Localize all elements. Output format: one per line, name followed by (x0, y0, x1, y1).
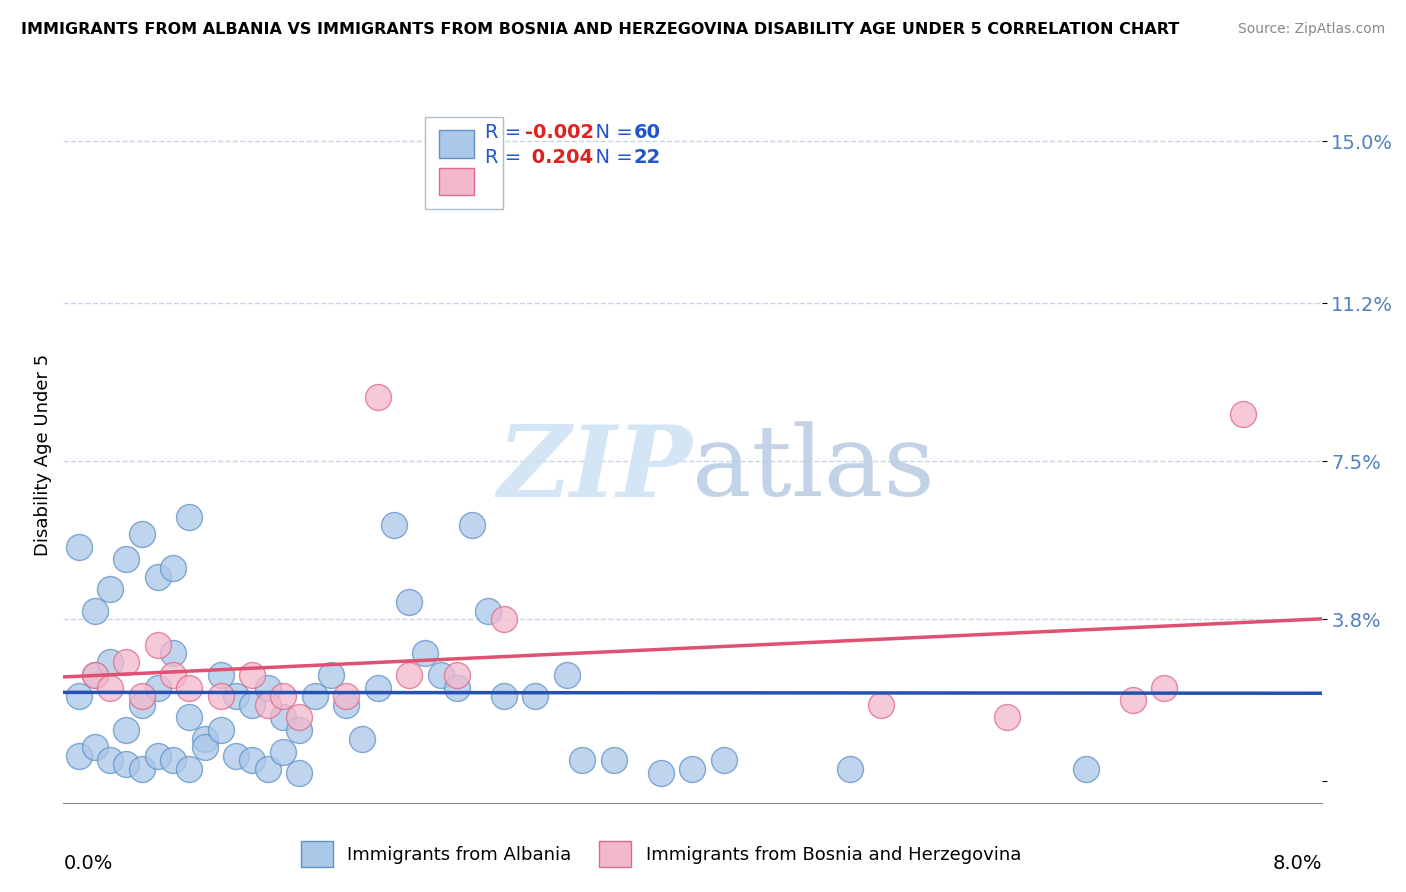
Point (179, 681, 201, 695)
Text: 60: 60 (633, 122, 661, 142)
Point (446, 667, 468, 681)
Point (131, 527, 153, 541)
Point (115, 757, 138, 772)
Point (256, 681, 278, 695)
Point (492, 612, 515, 626)
Text: 0.0%: 0.0% (63, 854, 112, 873)
Point (131, 762, 153, 776)
Point (115, 655, 138, 669)
Text: Source: ZipAtlas.com: Source: ZipAtlas.com (1237, 22, 1385, 37)
Point (131, 689, 153, 703)
Text: atlas: atlas (693, 421, 935, 516)
Y-axis label: Disability Age Under 5: Disability Age Under 5 (34, 354, 52, 556)
Text: 0.204: 0.204 (524, 148, 593, 167)
Text: 22: 22 (633, 148, 661, 167)
Point (100, 655, 122, 669)
Point (67, 540, 90, 554)
Point (461, 518, 484, 533)
Point (162, 561, 184, 575)
Point (273, 745, 295, 759)
Point (288, 710, 311, 724)
Point (446, 681, 468, 695)
Point (240, 667, 263, 681)
Text: 8.0%: 8.0% (1272, 854, 1322, 873)
Point (477, 604, 499, 618)
Point (352, 731, 374, 746)
Point (146, 748, 169, 763)
Point (288, 723, 311, 738)
Point (382, 518, 405, 533)
Point (115, 552, 138, 566)
Point (335, 698, 357, 712)
Point (838, 762, 860, 776)
Text: N =: N = (583, 148, 638, 167)
Point (335, 689, 357, 703)
Point (995, 710, 1018, 724)
Point (367, 681, 389, 695)
Point (162, 667, 184, 681)
Text: R =: R = (485, 148, 527, 167)
Point (209, 667, 232, 681)
Point (179, 509, 201, 524)
Point (162, 647, 184, 661)
Point (209, 723, 232, 738)
Point (319, 667, 342, 681)
Text: -0.002: -0.002 (524, 122, 595, 142)
Point (273, 689, 295, 703)
Point (225, 689, 247, 703)
Point (83, 604, 105, 618)
Text: IMMIGRANTS FROM ALBANIA VS IMMIGRANTS FROM BOSNIA AND HERZEGOVINA DISABILITY AGE: IMMIGRANTS FROM ALBANIA VS IMMIGRANTS FR… (21, 22, 1180, 37)
Legend: , : , (426, 117, 503, 209)
Point (179, 710, 201, 724)
Legend: Immigrants from Albania, Immigrants from Bosnia and Herzegovina: Immigrants from Albania, Immigrants from… (294, 834, 1028, 874)
Point (398, 667, 420, 681)
Point (83, 667, 105, 681)
Point (650, 766, 672, 780)
Point (225, 748, 247, 763)
Point (555, 667, 578, 681)
Point (1074, 762, 1097, 776)
Text: N =: N = (583, 122, 638, 142)
Point (524, 689, 547, 703)
Point (240, 753, 263, 767)
Point (1122, 693, 1144, 707)
Point (131, 698, 153, 712)
Point (571, 753, 593, 767)
Point (83, 667, 105, 681)
Point (240, 698, 263, 712)
Point (256, 762, 278, 776)
Point (492, 689, 515, 703)
Point (100, 681, 122, 695)
Point (146, 569, 169, 583)
Point (304, 689, 326, 703)
Point (115, 723, 138, 738)
Point (1232, 408, 1254, 422)
Point (288, 766, 311, 780)
Point (209, 689, 232, 703)
Text: R =: R = (485, 122, 527, 142)
Point (100, 753, 122, 767)
Point (146, 681, 169, 695)
Point (83, 740, 105, 755)
Point (256, 698, 278, 712)
Point (162, 753, 184, 767)
Point (194, 731, 217, 746)
Point (430, 667, 453, 681)
Point (67, 748, 90, 763)
Point (146, 638, 169, 652)
Point (713, 753, 735, 767)
Point (67, 689, 90, 703)
Point (413, 647, 436, 661)
Point (100, 582, 122, 597)
Point (398, 595, 420, 609)
Point (870, 698, 893, 712)
Text: ZIP: ZIP (498, 421, 693, 517)
Point (273, 710, 295, 724)
Point (1153, 681, 1175, 695)
Point (603, 753, 626, 767)
Point (194, 740, 217, 755)
Point (179, 762, 201, 776)
Point (682, 762, 704, 776)
Point (367, 390, 389, 404)
